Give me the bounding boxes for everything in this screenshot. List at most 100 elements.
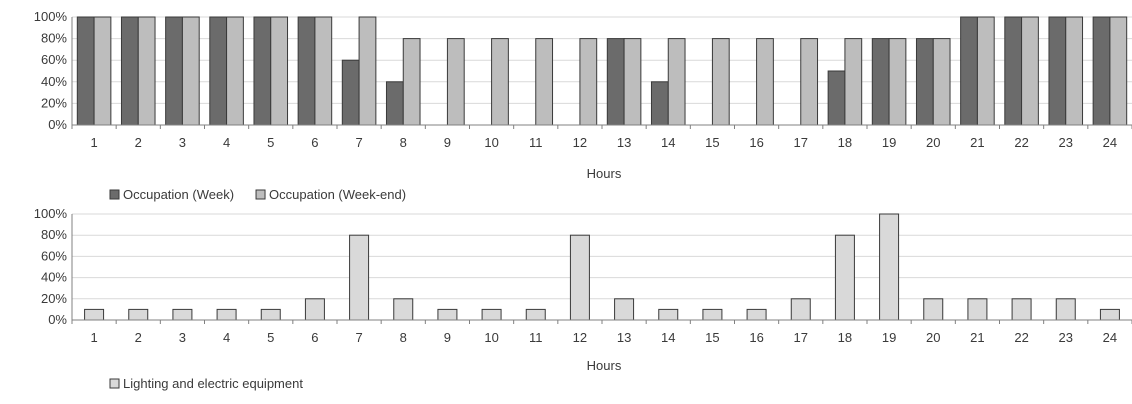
chart-lighting-x-tick-label: 16 <box>749 330 763 345</box>
chart-occupation-x-axis-title: Hours <box>587 166 622 181</box>
chart-lighting-bar <box>349 234 370 321</box>
chart-lighting-x-tick-label: 24 <box>1103 330 1117 345</box>
chart-occupation-x-tick-label: 19 <box>882 135 896 150</box>
chart-lighting-x-tick-label: 14 <box>661 330 675 345</box>
chart-occupation-bar <box>711 38 730 126</box>
chart-occupation-bar <box>385 81 404 126</box>
chart-lighting-x-tick-label: 7 <box>355 330 362 345</box>
chart-occupation-x-tick-label: 8 <box>400 135 407 150</box>
chart-occupation-legend: Occupation (Week) Occupation (Week-end) <box>109 187 406 202</box>
chart-occupation-bar <box>606 38 625 126</box>
chart-lighting-x-tick-label: 11 <box>529 330 543 345</box>
chart-lighting-bar <box>702 308 723 321</box>
chart-occupation-legend-swatch <box>109 189 120 200</box>
chart-lighting-bar <box>172 308 193 321</box>
chart-occupation-bar <box>827 70 846 126</box>
chart-lighting-y-tick-label: 60% <box>41 248 67 263</box>
chart-occupation-x-tick-label: 5 <box>267 135 274 150</box>
chart-lighting-y-tick-label: 80% <box>41 227 67 242</box>
chart-lighting-x-axis-title: Hours <box>587 358 622 373</box>
chart-occupation-bar <box>165 16 183 126</box>
chart-lighting-x-tick-label: 10 <box>484 330 498 345</box>
chart-lighting-x-tick-label: 15 <box>705 330 719 345</box>
chart-occupation-x-tick-label: 2 <box>135 135 142 150</box>
chart-occupation-bar <box>844 38 863 126</box>
chart-occupation-x-tick-label: 14 <box>661 135 675 150</box>
chart-lighting-x-tick-label: 4 <box>223 330 230 345</box>
chart-occupation-x-tick-label: 21 <box>970 135 984 150</box>
chart-lighting-legend-label: Lighting and electric equipment <box>123 376 303 391</box>
chart-occupation-x-tick-label: 4 <box>223 135 230 150</box>
chart-occupation-bar <box>253 16 272 126</box>
chart-occupation-x-tick-label: 10 <box>484 135 498 150</box>
chart-lighting-bar <box>1055 298 1076 321</box>
chart-lighting-bar <box>790 298 811 321</box>
chart-occupation-bar <box>1004 16 1023 126</box>
chart-lighting-bar <box>1099 308 1120 321</box>
chart-occupation-y-tick-label: 40% <box>41 74 67 89</box>
chart-occupation-x-tick-label: 13 <box>617 135 631 150</box>
chart-occupation-x-tick-label: 16 <box>749 135 763 150</box>
chart-occupation-bar <box>623 38 642 126</box>
chart-lighting-y-tick-label: 40% <box>41 270 67 285</box>
chart-occupation-x-tick-label: 12 <box>573 135 587 150</box>
chart-occupation-x-tick-label: 1 <box>90 135 97 150</box>
chart-occupation-x-tick-label: 23 <box>1059 135 1073 150</box>
chart-occupation-bar <box>667 38 686 126</box>
chart-lighting-x-tick-label: 6 <box>311 330 318 345</box>
chart-lighting-x-tick-label: 22 <box>1014 330 1028 345</box>
chart-lighting-x-tick-label: 13 <box>617 330 631 345</box>
chart-lighting-bar <box>84 308 105 321</box>
chart-occupation-bar <box>341 59 360 126</box>
chart-lighting-x-tick-label: 20 <box>926 330 940 345</box>
chart-lighting-y-tick-label: 20% <box>41 291 67 306</box>
chart-lighting-legend: Lighting and electric equipment <box>109 376 303 391</box>
chart-occupation-bar <box>976 16 995 126</box>
chart-occupation-bar <box>960 16 978 126</box>
chart-occupation-bar <box>650 81 669 126</box>
chart-occupation-y-tick-label: 60% <box>41 52 67 67</box>
chart-occupation-bar <box>226 16 244 126</box>
chart-occupation-x-tick-label: 20 <box>926 135 940 150</box>
chart-lighting-bar <box>393 298 414 321</box>
chart-lighting-bar <box>967 298 988 321</box>
chart-lighting-x-tick-label: 8 <box>400 330 407 345</box>
chart-occupation-legend-label: Occupation (Week) <box>123 187 234 202</box>
chart-lighting-bar <box>481 308 502 321</box>
chart-occupation-y-tick-label: 80% <box>41 31 67 46</box>
chart-lighting-bar <box>834 234 855 321</box>
chart-lighting-x-tick-label: 12 <box>573 330 587 345</box>
chart-lighting-bar <box>658 308 679 321</box>
chart-occupation-bar <box>1109 16 1128 126</box>
chart-occupation-bar <box>871 38 890 126</box>
chart-occupation-x-tick-label: 9 <box>444 135 451 150</box>
chart-occupation-bar <box>209 16 228 126</box>
chart-lighting-legend-swatch <box>109 378 120 389</box>
chart-occupation-bar <box>402 38 421 126</box>
chart-occupation-x-tick-label: 11 <box>529 135 543 150</box>
chart-lighting-bar <box>525 308 546 321</box>
chart-lighting-x-tick-label: 9 <box>444 330 451 345</box>
chart-lighting-bar <box>437 308 458 321</box>
chart-occupation-bar <box>915 38 934 126</box>
chart-lighting-x-tick-label: 2 <box>135 330 142 345</box>
chart-lighting-bar <box>304 298 325 321</box>
chart-lighting-bar <box>260 308 281 321</box>
chart-occupation-bar <box>800 38 819 126</box>
chart-lighting-bar <box>879 213 900 321</box>
chart-occupation-bar <box>120 16 139 126</box>
chart-lighting-y-tick-label: 0% <box>48 312 67 327</box>
chart-occupation-bar <box>314 16 333 126</box>
chart-occupation-bar <box>76 16 95 126</box>
chart-occupation-bar <box>491 38 509 126</box>
chart-lighting-x-tick-label: 3 <box>179 330 186 345</box>
chart-lighting-bar <box>128 308 149 321</box>
chart-lighting-bar <box>216 308 237 321</box>
chart-occupation-bar <box>1048 16 1067 126</box>
chart-lighting-x-tick-label: 17 <box>794 330 808 345</box>
chart-occupation-bar <box>888 38 907 126</box>
chart-lighting-x-tick-label: 23 <box>1059 330 1073 345</box>
chart-occupation-x-tick-label: 17 <box>794 135 808 150</box>
chart-occupation-bar <box>93 16 112 126</box>
